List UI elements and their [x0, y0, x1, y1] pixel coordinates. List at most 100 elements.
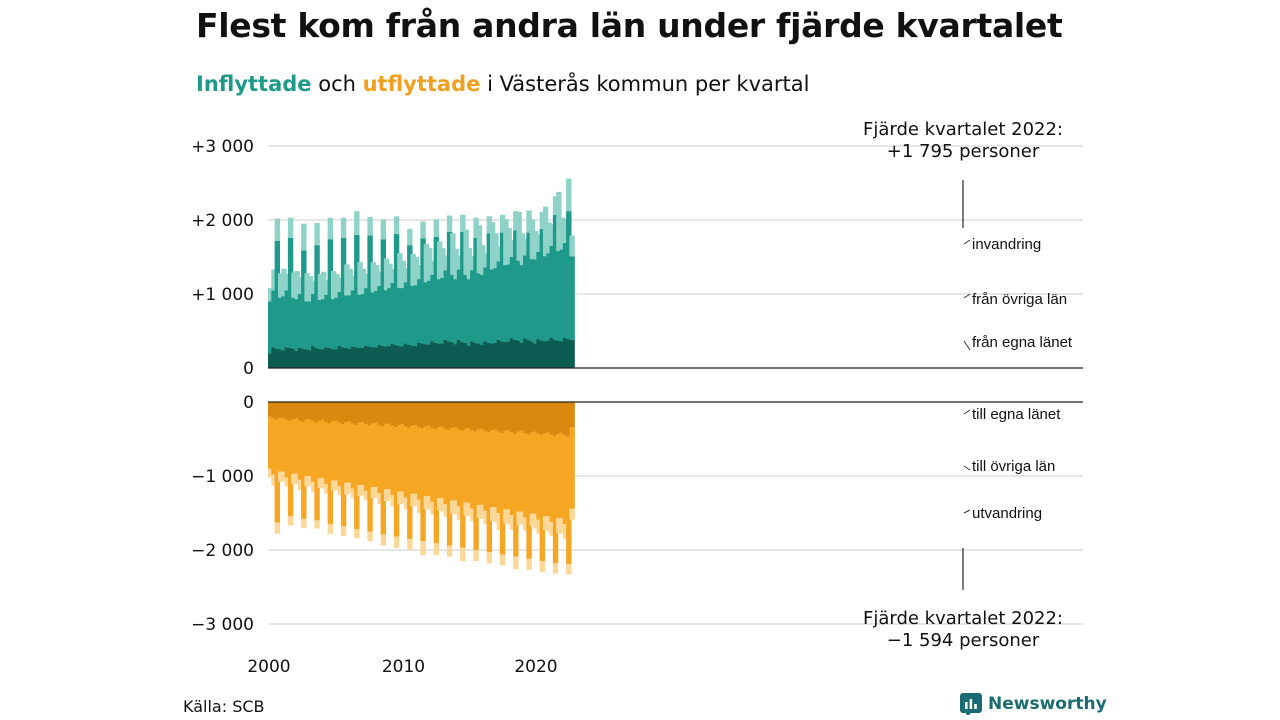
- bar-out-emigration: [556, 518, 562, 533]
- bar-in-immigration: [393, 216, 400, 235]
- bar-out-own: [536, 402, 542, 434]
- bar-in-immigration: [513, 211, 519, 231]
- bar-in-immigration: [456, 255, 463, 270]
- bar-out-own: [516, 402, 522, 432]
- bar-in-other: [436, 279, 443, 344]
- bar-in-immigration: [433, 219, 440, 238]
- bar-in-other: [536, 251, 542, 340]
- bar-in-immigration: [413, 257, 420, 286]
- bar-in-immigration: [340, 217, 347, 238]
- bar-in-other: [562, 242, 569, 338]
- bar-in-immigration: [486, 216, 493, 234]
- bar-in-immigration: [483, 253, 489, 268]
- bar-out-emigration: [542, 515, 549, 531]
- bar-in-own: [340, 347, 347, 368]
- bar-in-immigration: [271, 269, 277, 291]
- bar-out-emigration: [287, 515, 294, 526]
- bar-out-emigration: [546, 515, 552, 532]
- bar-out-other: [486, 432, 493, 553]
- bar-out-emigration: [294, 473, 300, 484]
- bar-in-other: [440, 277, 446, 344]
- bar-out-own: [446, 402, 453, 431]
- bar-in-other: [539, 228, 546, 341]
- bar-out-own: [271, 402, 277, 419]
- bar-in-own: [569, 339, 575, 368]
- bar-in-other: [370, 292, 377, 348]
- subtitle-outflow-word: utflyttade: [362, 72, 481, 96]
- bar-out-emigration: [506, 509, 512, 525]
- bar-in-immigration: [390, 268, 396, 283]
- bar-in-other: [357, 294, 363, 349]
- bar-in-immigration: [277, 273, 284, 298]
- bar-in-own: [360, 348, 367, 368]
- bar-in-other: [443, 270, 449, 340]
- bar-in-immigration: [287, 217, 294, 238]
- bar-in-other: [393, 234, 400, 346]
- bar-out-other: [533, 431, 539, 514]
- bar-in-immigration: [562, 218, 569, 243]
- bar-in-immigration: [499, 214, 506, 233]
- bar-out-own: [380, 402, 387, 427]
- bar-in-own: [440, 343, 446, 368]
- bar-in-immigration: [324, 279, 330, 295]
- bar-out-other: [503, 430, 509, 510]
- bar-out-own: [503, 402, 509, 431]
- bar-in-own: [506, 341, 512, 368]
- bar-out-own: [562, 402, 569, 436]
- bar-in-other: [463, 274, 469, 343]
- bar-out-emigration: [516, 511, 522, 525]
- bar-in-own: [297, 348, 304, 368]
- bar-in-own: [509, 338, 516, 368]
- bar-in-immigration: [350, 275, 357, 291]
- bar-in-own: [443, 339, 449, 368]
- bar-in-other: [509, 257, 516, 339]
- bar-out-other: [446, 430, 453, 546]
- bar-out-emigration: [529, 513, 536, 527]
- bar-out-own: [383, 402, 390, 425]
- bar-in-other: [486, 233, 493, 343]
- y-tick-label: −2 000: [191, 541, 254, 561]
- bar-out-own: [413, 402, 420, 425]
- bar-out-emigration: [360, 484, 367, 496]
- bar-in-immigration: [307, 276, 314, 302]
- bar-in-other: [367, 235, 373, 347]
- bar-out-other: [407, 427, 413, 539]
- bar-out-emigration: [281, 471, 287, 482]
- bar-out-other: [367, 425, 373, 532]
- bar-in-immigration: [496, 246, 502, 262]
- bar-out-own: [327, 402, 334, 424]
- bar-in-own: [456, 339, 463, 368]
- bar-in-own: [460, 342, 466, 368]
- bar-in-own: [374, 347, 380, 368]
- bar-in-immigration: [304, 273, 310, 302]
- bar-out-emigration: [380, 534, 387, 546]
- bar-out-own: [450, 402, 456, 428]
- bar-in-own: [337, 345, 343, 368]
- bar-out-emigration: [480, 504, 486, 519]
- bar-in-other: [277, 297, 284, 350]
- bar-out-own: [330, 402, 337, 422]
- bar-out-own: [340, 402, 347, 425]
- bar-out-emigration: [526, 558, 532, 570]
- bar-in-other: [407, 245, 413, 346]
- bar-in-immigration: [420, 221, 426, 239]
- bar-out-other: [327, 423, 334, 525]
- bar-out-other: [559, 433, 565, 519]
- bar-in-immigration: [556, 191, 562, 252]
- bar-in-immigration: [330, 271, 337, 300]
- bar-out-own: [443, 402, 449, 429]
- bar-in-own: [324, 347, 330, 368]
- bar-in-immigration: [403, 268, 410, 283]
- bar-out-other: [410, 425, 416, 494]
- bar-in-own: [417, 342, 423, 368]
- y-tick-label: 0: [243, 359, 254, 379]
- bar-in-own: [410, 345, 416, 368]
- bar-out-other: [340, 424, 347, 527]
- bar-out-own: [317, 402, 324, 421]
- bar-in-own: [271, 347, 277, 368]
- bar-out-emigration: [420, 541, 426, 556]
- bar-out-own: [287, 402, 294, 422]
- bar-in-other: [390, 282, 396, 344]
- bar-in-own: [377, 345, 383, 368]
